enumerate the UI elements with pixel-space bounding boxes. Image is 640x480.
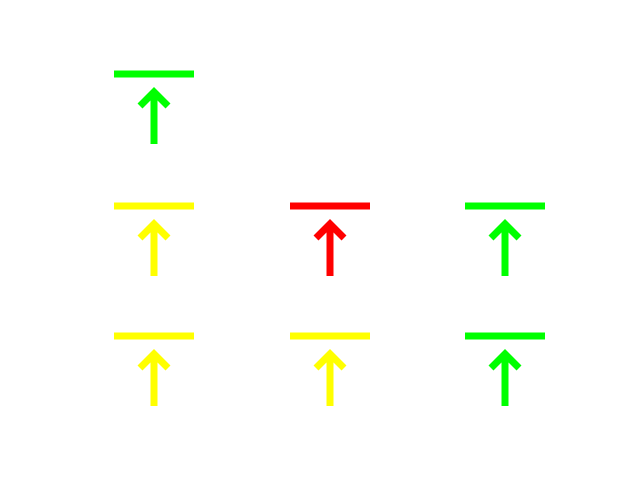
move-to-top-icon [465, 332, 545, 406]
arrow-head [137, 219, 171, 241]
move-to-top-icon [114, 70, 194, 144]
arrow-head [488, 349, 522, 371]
move-to-top-icon [465, 202, 545, 276]
move-to-top-icon [114, 202, 194, 276]
arrow-head [313, 219, 347, 241]
arrow-head [488, 219, 522, 241]
arrow-head [137, 87, 171, 109]
move-to-top-icon [290, 202, 370, 276]
arrow-head [137, 349, 171, 371]
arrow-head [313, 349, 347, 371]
move-to-top-icon [290, 332, 370, 406]
move-to-top-icon [114, 332, 194, 406]
